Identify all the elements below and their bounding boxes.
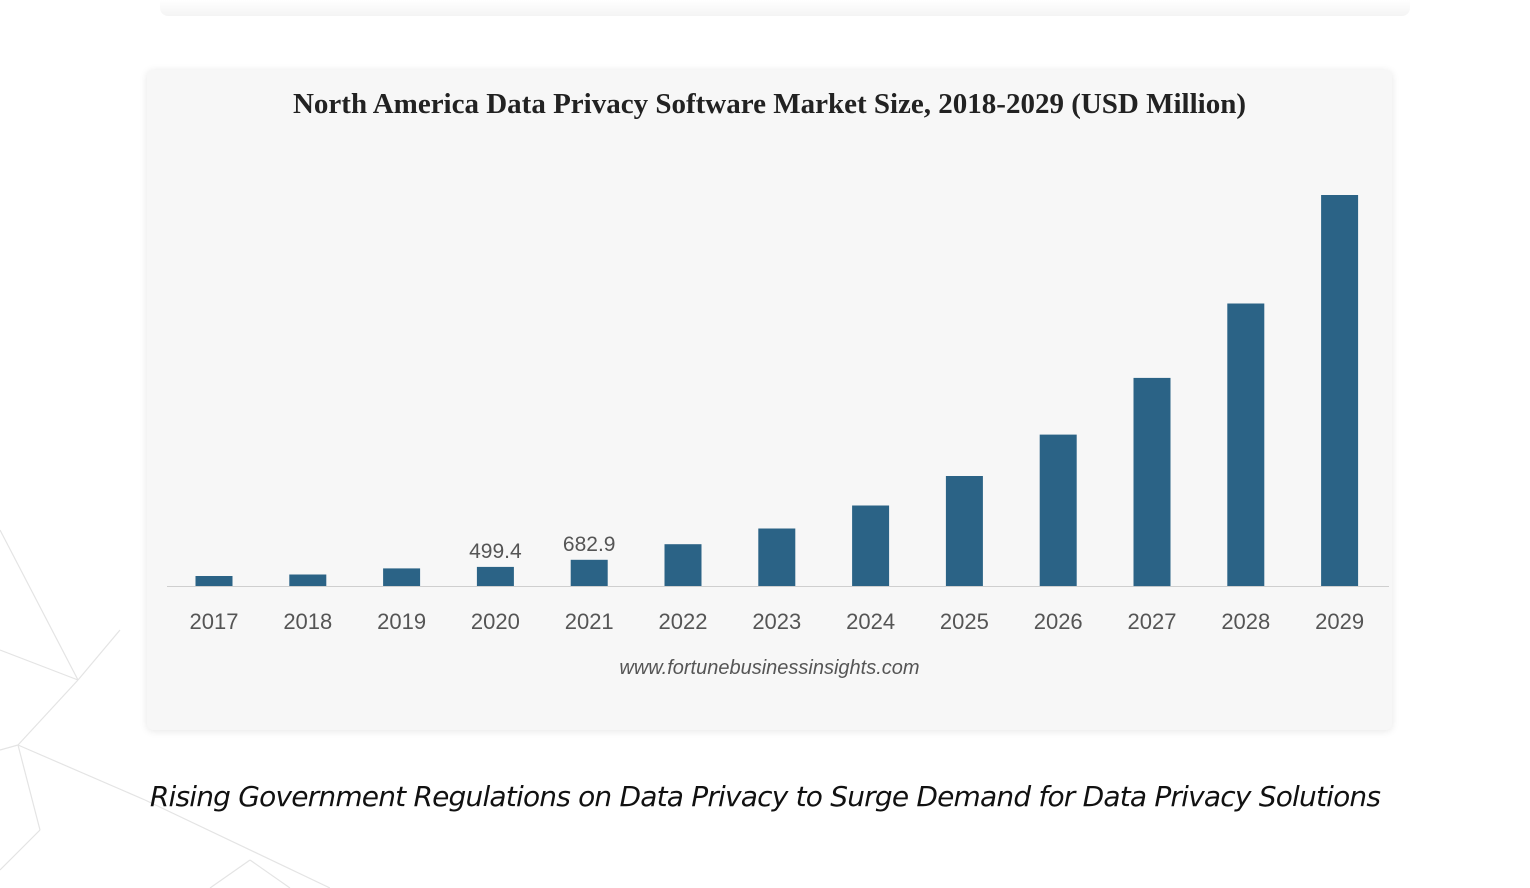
x-tick-label-2018: 2018 (283, 609, 332, 634)
x-tick-label-2024: 2024 (846, 609, 895, 634)
bar-2021 (571, 560, 608, 586)
bar-2024 (852, 506, 889, 587)
bar-2019 (383, 568, 420, 586)
x-tick-label-2023: 2023 (752, 609, 801, 634)
x-tick-label-2028: 2028 (1221, 609, 1270, 634)
source-attribution: www.fortunebusinessinsights.com (147, 657, 1392, 680)
bar-2026 (1040, 435, 1077, 586)
bar-2020 (477, 567, 514, 586)
x-tick-label-2026: 2026 (1034, 609, 1083, 634)
bar-2023 (758, 529, 795, 587)
chart-card: North America Data Privacy Software Mark… (147, 70, 1392, 730)
bar-chart: 2017 2018 2019 2020 499.4 2021 682.9 2022 2023 20… (147, 70, 1392, 730)
x-tick-label-2025: 2025 (940, 609, 989, 634)
x-tick-label-2029: 2029 (1315, 609, 1364, 634)
x-tick-label-2022: 2022 (659, 609, 708, 634)
x-tick-label-2020: 2020 (471, 609, 520, 634)
x-tick-label-2027: 2027 (1128, 609, 1177, 634)
x-tick-label-2021: 2021 (565, 609, 614, 634)
bar-2027 (1134, 378, 1171, 586)
bar-2022 (665, 544, 702, 586)
bar-2017 (196, 576, 233, 586)
bar-2029 (1321, 195, 1358, 586)
bar-2025 (946, 476, 983, 586)
bar-2028 (1227, 304, 1264, 587)
x-tick-label-2019: 2019 (377, 609, 426, 634)
data-label-2021: 682.9 (563, 533, 616, 556)
section-caption: Rising Government Regulations on Data Pr… (0, 780, 1530, 813)
data-label-2020: 499.4 (469, 540, 522, 563)
x-tick-label-2017: 2017 (190, 609, 239, 634)
top-shadow-strip (160, 0, 1410, 16)
bar-2018 (289, 575, 326, 587)
